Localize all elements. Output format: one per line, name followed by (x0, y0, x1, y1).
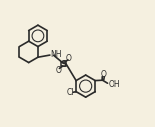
Text: O: O (66, 54, 72, 63)
Text: O: O (55, 66, 61, 75)
Text: O: O (100, 70, 106, 79)
Text: NH: NH (51, 50, 62, 59)
Text: OH: OH (109, 80, 120, 89)
FancyBboxPatch shape (61, 62, 66, 66)
Text: Cl: Cl (66, 88, 74, 97)
Text: S: S (60, 60, 67, 69)
